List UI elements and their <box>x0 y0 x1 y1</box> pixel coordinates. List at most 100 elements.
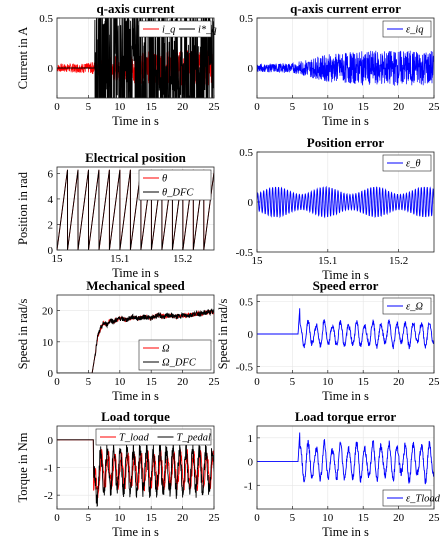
x-tick-label: 20 <box>177 376 189 388</box>
chart-title: q-axis current error <box>290 1 401 16</box>
axes-frame <box>56 17 215 99</box>
legend-entry: θ_DFC <box>162 188 194 199</box>
legend: ε_θ <box>382 154 432 172</box>
legend-box <box>382 489 432 507</box>
series-line <box>57 169 214 250</box>
x-tick-label: 5 <box>86 101 92 113</box>
x-tick-label: 15 <box>252 255 264 267</box>
x-axis-label: Time in s <box>322 114 369 128</box>
legend-entry: ε_iq <box>406 25 424 36</box>
x-tick-label: 20 <box>177 512 189 524</box>
x-tick-label: 15 <box>146 376 158 388</box>
y-tick-label: -2 <box>44 490 53 502</box>
series-line <box>257 308 434 350</box>
axes-frame <box>256 151 435 253</box>
series-group <box>57 18 214 98</box>
legend-box <box>382 297 432 315</box>
legend: i_q i*_q <box>138 20 217 38</box>
series-line <box>257 185 434 219</box>
chart-title: Position error <box>307 135 385 150</box>
x-tick-label: 20 <box>177 101 189 113</box>
legend: ε_Tload <box>382 489 441 507</box>
x-tick-label: 15.1 <box>318 255 337 267</box>
x-tick-label: 0 <box>254 101 260 113</box>
chart-panel: 0 5 10 15 20 25 0 0.5 q-axis current Time in s Cur… <box>16 1 220 128</box>
legend: T_load T_pedal <box>95 428 212 446</box>
chart-panel: 15 15.1 15.2 -0.5 0 0.5 Position error Time in … <box>236 135 435 282</box>
legend-entry: i_q <box>162 25 175 36</box>
y-tick-label: 0.5 <box>39 13 53 25</box>
legend-entry: Ω <box>162 344 170 355</box>
x-tick-label: 15 <box>146 101 158 113</box>
x-tick-label: 25 <box>429 101 441 113</box>
x-tick-label: 5 <box>290 376 296 388</box>
series-group <box>257 185 434 219</box>
y-tick-label: 0 <box>248 63 254 75</box>
x-tick-label: 0 <box>54 512 60 524</box>
x-axis-label: Time in s <box>322 268 369 282</box>
legend-entry: Ω_DFC <box>162 358 197 369</box>
x-tick-label: 15 <box>358 101 370 113</box>
chart-panel: 15 15.1 15.2 0 2 4 6 Electrical position Time in… <box>16 150 215 280</box>
x-tick-label: 0 <box>54 101 60 113</box>
legend-box <box>138 20 212 38</box>
chart-panel: 0 5 10 15 20 25 -2 -1 0 Load torque Time in s Torqu… <box>16 409 220 539</box>
x-tick-label: 15.1 <box>110 253 129 265</box>
legend-entry: ε_Tload <box>406 494 441 505</box>
y-tick-label: 10 <box>42 337 54 349</box>
x-tick-label: 10 <box>114 512 126 524</box>
y-axis-label: Torque in Nm <box>16 432 30 502</box>
x-axis-label: Time in s <box>322 389 369 403</box>
y-tick-label: 1 <box>248 433 254 445</box>
x-tick-label: 15.2 <box>389 255 408 267</box>
chart-title: Electrical position <box>85 150 187 165</box>
series-group <box>57 439 214 507</box>
x-tick-label: 5 <box>290 101 296 113</box>
series-line <box>257 432 434 485</box>
legend: θ θ_DFC <box>138 169 212 201</box>
y-tick-label: 0.5 <box>239 147 253 159</box>
x-tick-label: 5 <box>290 512 296 524</box>
chart-title: q-axis current <box>96 1 175 16</box>
x-tick-label: 10 <box>114 376 126 388</box>
y-tick-label: 0 <box>248 197 254 209</box>
x-tick-label: 20 <box>393 101 405 113</box>
legend-box <box>382 154 432 172</box>
chart-title: Load torque error <box>295 409 397 424</box>
x-tick-label: 25 <box>429 376 441 388</box>
x-tick-label: 20 <box>393 376 405 388</box>
y-tick-label: 6 <box>48 168 54 180</box>
axes-frame <box>56 425 215 510</box>
axes-frame <box>56 166 215 251</box>
chart-panel: 0 5 10 15 20 25 0 0.5 q-axis current error Time i… <box>239 1 440 128</box>
x-axis-label: Time in s <box>112 389 159 403</box>
x-tick-label: 25 <box>429 512 441 524</box>
legend-entry: ε_Ω <box>406 302 423 313</box>
x-tick-label: 5 <box>86 512 92 524</box>
legend-entry: T_pedal <box>177 433 212 444</box>
legend-box <box>95 428 212 446</box>
legend-entry: θ <box>162 174 167 185</box>
y-tick-label: 0 <box>248 457 254 469</box>
y-tick-label: 0 <box>48 368 54 380</box>
x-tick-label: 0 <box>54 376 60 388</box>
series-line <box>257 50 434 86</box>
x-tick-label: 10 <box>322 101 334 113</box>
axes-frame <box>56 294 215 374</box>
x-tick-label: 10 <box>322 512 334 524</box>
x-tick-label: 15 <box>52 253 64 265</box>
y-tick-label: 4 <box>48 194 54 206</box>
x-tick-label: 25 <box>209 376 221 388</box>
y-tick-label: -1 <box>244 480 253 492</box>
y-tick-label: 0 <box>48 245 54 257</box>
series-line <box>57 308 214 373</box>
series-line <box>57 18 214 98</box>
chart-panel: 0 5 10 15 20 25 0 10 20 Mechanical speed Time in s… <box>16 278 220 403</box>
y-axis-label: Speed in rad/s <box>16 298 30 369</box>
legend-box <box>138 339 212 371</box>
axes-frame <box>256 294 435 374</box>
y-axis-label: Speed in rad/s <box>216 298 230 369</box>
series-group <box>257 432 434 485</box>
